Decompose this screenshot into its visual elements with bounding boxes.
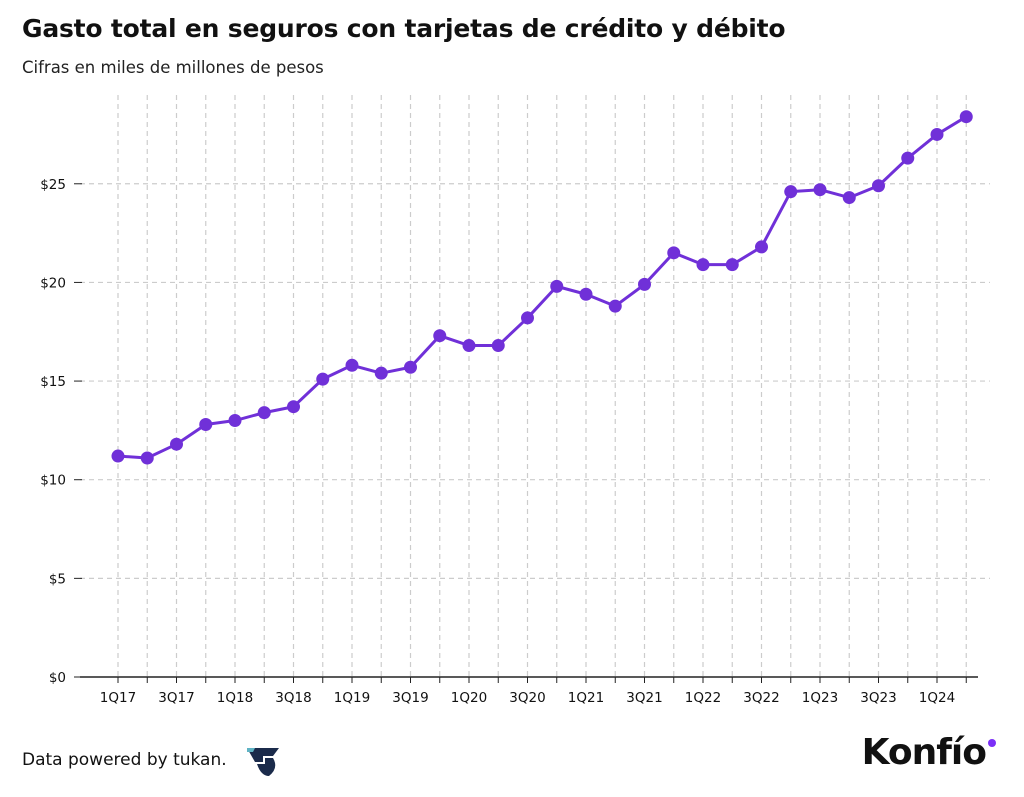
x-tick-label: 3Q20 <box>509 690 545 706</box>
chart-title: Gasto total en seguros con tarjetas de c… <box>22 14 786 43</box>
y-tick-label: $5 <box>49 571 66 587</box>
x-tick-label: 3Q23 <box>860 690 896 706</box>
data-point <box>579 287 593 301</box>
footer-credit: Data powered by tukan. <box>22 742 281 778</box>
series-line <box>117 115 968 460</box>
brand-logo: Konfío <box>861 732 987 773</box>
data-point <box>784 185 798 199</box>
data-point <box>287 400 300 414</box>
data-point <box>608 299 622 313</box>
x-tick-labels: 1Q17 3Q17 1Q18 3Q18 1Q19 3Q19 1Q20 3Q20 1Q21 3Q21… <box>100 677 967 706</box>
series-layer <box>111 110 973 465</box>
data-point <box>872 179 885 193</box>
x-tick-label: 1Q22 <box>685 690 721 706</box>
data-point <box>140 451 154 465</box>
chart-subtitle: Cifras en miles de millones de pesos <box>22 58 324 77</box>
x-tick-label: 3Q22 <box>743 690 779 706</box>
y-tick-label: $0 <box>49 670 66 686</box>
data-point <box>374 366 388 380</box>
data-point <box>696 258 710 272</box>
data-point <box>638 277 651 291</box>
vertical-gridlines <box>117 95 967 677</box>
data-point <box>491 339 505 353</box>
x-tick-label: 1Q20 <box>451 690 487 706</box>
x-tick-label: 1Q19 <box>334 690 370 706</box>
x-tick-label: 3Q17 <box>158 690 194 706</box>
data-point <box>842 191 856 205</box>
data-point <box>959 110 973 124</box>
brand-dot-icon <box>988 739 996 747</box>
data-point <box>316 372 330 386</box>
horizontal-gridlines <box>74 183 990 678</box>
data-point <box>345 358 359 372</box>
line-chart: $0 $5 $10 $15 $20 $25 1Q17 3Q17 1Q18 3Q18 1Q19 3Q1… <box>40 95 990 706</box>
y-tick-label: $20 <box>40 275 66 291</box>
data-point <box>170 437 183 451</box>
credit-text: Data powered by tukan. <box>22 750 227 770</box>
data-point <box>433 329 447 343</box>
data-point <box>901 151 915 165</box>
tukan-logo-icon <box>246 748 279 776</box>
data-point <box>550 279 564 293</box>
data-point <box>199 417 213 431</box>
data-point <box>813 183 827 197</box>
data-point <box>462 339 476 353</box>
x-tick-label: 3Q18 <box>275 690 311 706</box>
y-tick-label: $10 <box>40 473 66 489</box>
x-tick-label: 3Q19 <box>392 690 428 706</box>
data-point <box>667 246 681 260</box>
x-tick-label: 1Q23 <box>802 690 838 706</box>
x-tick-label: 1Q18 <box>217 690 253 706</box>
data-point <box>257 406 271 420</box>
data-point <box>521 311 534 325</box>
y-tick-labels: $0 $5 $10 $15 $20 $25 <box>40 177 66 686</box>
y-tick-label: $25 <box>40 177 66 193</box>
x-tick-label: 1Q17 <box>100 690 136 706</box>
x-tick-label: 1Q21 <box>568 690 604 706</box>
x-tick-label: 1Q24 <box>919 690 955 706</box>
data-point <box>228 414 242 428</box>
y-tick-label: $15 <box>40 374 66 390</box>
data-point <box>755 240 768 254</box>
data-point <box>725 258 739 272</box>
data-point <box>404 360 417 374</box>
x-tick-label: 3Q21 <box>626 690 662 706</box>
data-point <box>930 127 944 141</box>
data-point <box>111 449 125 463</box>
